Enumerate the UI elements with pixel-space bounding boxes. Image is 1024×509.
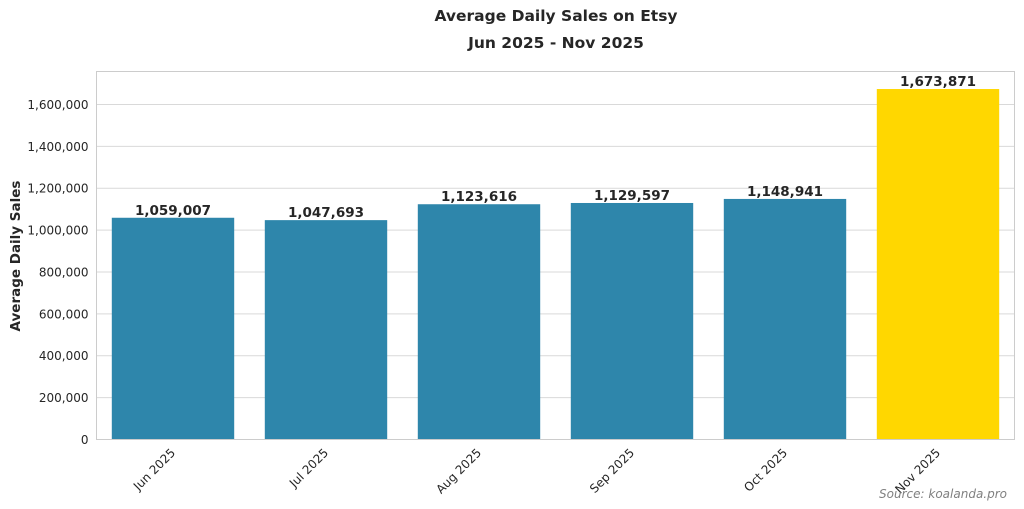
bar bbox=[417, 204, 541, 440]
bar bbox=[723, 198, 847, 440]
chart-title: Average Daily Sales on Etsy bbox=[434, 7, 677, 25]
y-axis-label: Average Daily Sales bbox=[8, 181, 24, 332]
bar bbox=[111, 217, 235, 440]
data-label: 1,123,616 bbox=[441, 189, 517, 205]
x-tick-label: Oct 2025 bbox=[741, 446, 790, 495]
source-note: Source: koalanda.pro bbox=[879, 487, 1007, 501]
bars bbox=[111, 89, 1000, 440]
bar bbox=[876, 89, 1000, 440]
data-label: 1,047,693 bbox=[288, 205, 364, 221]
y-tick-label: 0 bbox=[81, 433, 89, 447]
x-axis-ticks: Jun 2025 Jul 2025 Aug 2025 Sep 2025 Oct 2025… bbox=[130, 446, 943, 497]
y-tick-label: 600,000 bbox=[39, 307, 89, 321]
y-axis-ticks: 0 200,000 400,000 600,000 800,000 1,000,000 1,… bbox=[27, 98, 88, 447]
data-label: 1,148,941 bbox=[747, 184, 823, 200]
y-tick-label: 1,000,000 bbox=[27, 224, 88, 238]
data-label: 1,059,007 bbox=[135, 203, 211, 219]
x-tick-label: Sep 2025 bbox=[587, 446, 637, 496]
bar bbox=[264, 220, 388, 440]
x-tick-label: Jul 2025 bbox=[286, 446, 331, 491]
data-label: 1,129,597 bbox=[594, 188, 670, 204]
data-label: 1,673,871 bbox=[900, 74, 976, 90]
gridlines bbox=[96, 103, 1015, 399]
chart-subtitle: Jun 2025 - Nov 2025 bbox=[467, 34, 644, 52]
x-tick-label: Aug 2025 bbox=[433, 446, 484, 497]
y-tick-label: 400,000 bbox=[39, 349, 89, 363]
y-tick-label: 1,400,000 bbox=[27, 140, 88, 154]
x-tick-label: Jun 2025 bbox=[130, 446, 178, 494]
data-labels: 1,059,007 1,047,693 1,123,616 1,129,597 1,14… bbox=[135, 74, 976, 221]
y-tick-label: 800,000 bbox=[39, 265, 89, 279]
y-tick-label: 1,200,000 bbox=[27, 182, 88, 196]
bar bbox=[570, 202, 694, 440]
y-tick-label: 1,600,000 bbox=[27, 98, 88, 112]
y-tick-label: 200,000 bbox=[39, 391, 89, 405]
plot-frame bbox=[96, 71, 1015, 440]
